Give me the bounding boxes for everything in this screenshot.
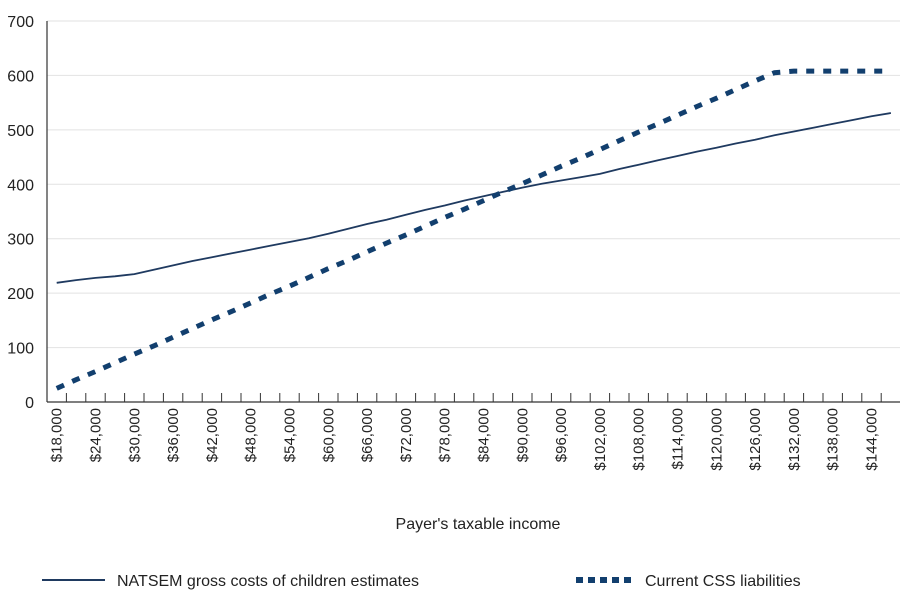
x-tick-label: $30,000 [126, 408, 143, 462]
x-tick-label: $114,000 [670, 408, 687, 469]
x-tick-label: $42,000 [204, 408, 221, 462]
x-tick-label: $108,000 [631, 408, 648, 471]
x-tick-label: $84,000 [476, 408, 493, 462]
y-tick-label: 300 [7, 232, 34, 249]
y-tick-label: 200 [7, 286, 34, 303]
x-tick-label: $90,000 [514, 408, 531, 462]
x-tick-label: $48,000 [243, 408, 260, 462]
y-axis-ticks: 0 100 200 300 400 500 600 700 [7, 14, 34, 412]
x-tick-label: $102,000 [592, 408, 609, 471]
x-tick-label: $18,000 [49, 408, 66, 462]
series-line-css [55, 68, 891, 391]
x-tick-label: $132,000 [786, 408, 803, 471]
y-tick-label: 600 [7, 68, 34, 85]
y-tick-label: 400 [7, 177, 34, 194]
x-axis-label: Payer's taxable income [396, 516, 561, 533]
x-tick-label: $78,000 [437, 408, 454, 462]
legend-label-css: Current CSS liabilities [645, 573, 801, 590]
x-tick-label: $138,000 [825, 408, 842, 471]
legend-label-natsem: NATSEM gross costs of children estimates [117, 573, 419, 590]
series-line-natsem [56, 112, 892, 284]
x-axis-ticks: $18,000 $24,000 $30,000 $36,000 $42,000 $48,0… [49, 393, 882, 471]
y-tick-label: 700 [7, 14, 34, 31]
x-tick-label: $126,000 [747, 408, 764, 471]
gridlines [47, 20, 900, 349]
x-tick-label: $60,000 [320, 408, 337, 462]
series-lines [55, 68, 892, 391]
x-tick-label: $66,000 [359, 408, 376, 462]
x-tick-label: $120,000 [708, 408, 725, 471]
x-tick-label: $144,000 [864, 408, 881, 471]
y-tick-label: 100 [7, 341, 34, 358]
x-tick-label: $36,000 [165, 408, 182, 462]
legend: NATSEM gross costs of children estimates… [42, 573, 801, 590]
x-tick-label: $54,000 [282, 408, 299, 462]
y-tick-label: 0 [25, 395, 34, 412]
y-tick-label: 500 [7, 123, 34, 140]
x-tick-label: $24,000 [88, 408, 105, 462]
x-tick-label: $96,000 [553, 408, 570, 462]
x-tick-label: $72,000 [398, 408, 415, 462]
